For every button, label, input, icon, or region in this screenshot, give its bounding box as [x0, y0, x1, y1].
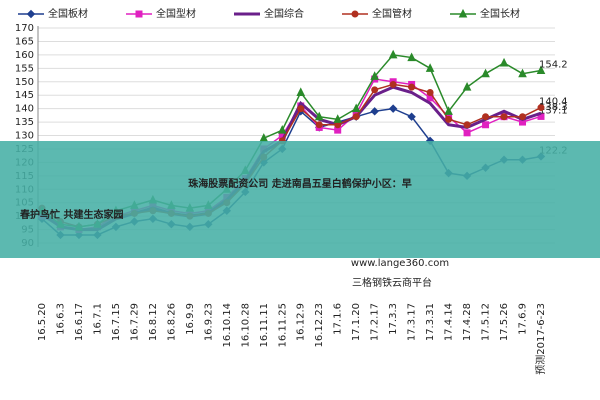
- point: [519, 113, 527, 121]
- point: [370, 107, 379, 116]
- point: [463, 129, 471, 137]
- legend-item: 全国综合: [234, 7, 304, 20]
- x-tick-label: 16.9.23: [203, 303, 214, 341]
- point: [296, 87, 306, 96]
- x-tick-label: 17.5.12: [481, 303, 492, 341]
- point: [482, 113, 490, 121]
- point: [536, 65, 546, 74]
- point: [388, 49, 398, 59]
- y-tick-label: 140: [15, 104, 34, 115]
- x-tick-label: 16.8.26: [166, 303, 177, 341]
- x-tick-label: 17.1.20: [351, 303, 362, 341]
- legend-label: 全国综合: [264, 7, 304, 20]
- x-tick-label: 16.12.9: [296, 303, 307, 341]
- x-tick-label: 17.4.28: [462, 303, 473, 341]
- x-tick-label: 16.6.3: [55, 303, 66, 335]
- y-tick-label: 160: [15, 50, 34, 61]
- value-label: 138.3: [539, 102, 568, 113]
- point: [499, 57, 509, 67]
- legend-item: 全国板材: [18, 7, 88, 20]
- watermark: 三格钢铁云商平台: [352, 276, 432, 289]
- x-tick-label: 17.3.3: [388, 303, 399, 335]
- point: [425, 63, 435, 72]
- x-tick-label: 17.1.6: [333, 303, 344, 335]
- x-tick-label: 17.4.14: [444, 303, 455, 341]
- legend-label: 全国板材: [48, 7, 88, 20]
- point: [389, 80, 397, 88]
- x-tick-label: 17.2.17: [370, 303, 381, 341]
- x-tick-label: 16.7.29: [129, 303, 140, 341]
- point: [458, 8, 468, 18]
- legend-label: 全国长材: [480, 7, 520, 20]
- point: [333, 114, 343, 123]
- point: [297, 105, 305, 113]
- x-tick-label: 17.5.26: [499, 303, 510, 341]
- point: [537, 104, 545, 112]
- value-label: 140.4: [539, 97, 568, 108]
- y-tick-label: 130: [15, 131, 34, 142]
- point: [408, 83, 416, 91]
- x-tick-label: 16.12.23: [314, 303, 325, 348]
- x-tick-label: 16.7.15: [111, 303, 122, 341]
- point: [445, 115, 453, 123]
- legend-label: 全国管材: [372, 7, 412, 20]
- point: [407, 112, 416, 121]
- x-tick-label: 16.6.17: [74, 303, 85, 341]
- x-tick-label: 17.6.9: [518, 303, 529, 335]
- point: [407, 52, 416, 62]
- point: [370, 71, 379, 80]
- point: [315, 121, 323, 129]
- x-tick-label: 17.3.31: [425, 303, 436, 341]
- point: [371, 86, 379, 94]
- point: [351, 103, 361, 113]
- point: [351, 10, 359, 18]
- point: [462, 82, 472, 91]
- legend-label: 全国型材: [156, 7, 196, 20]
- x-tick-label: 16.11.11: [259, 303, 270, 348]
- legend-item: 全国长材: [450, 7, 520, 20]
- legend-item: 全国型材: [126, 7, 196, 20]
- point: [482, 121, 490, 129]
- y-tick-label: 170: [15, 23, 34, 34]
- x-tick-label: 16.5.20: [37, 303, 48, 341]
- watermark: www.lange360.com: [351, 258, 449, 269]
- point: [426, 89, 434, 96]
- point: [500, 113, 508, 121]
- point: [26, 9, 36, 19]
- x-tick-label: 16.9.9: [185, 303, 196, 335]
- x-tick-label: 16.7.1: [92, 303, 103, 335]
- value-label: 137.1: [539, 105, 568, 116]
- y-tick-label: 135: [15, 117, 34, 128]
- x-tick-label: 17.3.17: [407, 303, 418, 341]
- legend-item: 全国管材: [342, 7, 412, 20]
- point: [481, 68, 490, 78]
- point: [463, 121, 471, 129]
- point: [135, 10, 143, 18]
- overlay-text: 春护鸟忙 共建生态家园: [20, 208, 123, 221]
- point: [314, 111, 324, 121]
- overlay-banner: [0, 141, 600, 258]
- point: [518, 68, 527, 78]
- point: [388, 104, 398, 113]
- y-tick-label: 150: [15, 77, 34, 88]
- y-tick-label: 155: [15, 63, 34, 74]
- y-tick-label: 165: [15, 36, 34, 47]
- x-tick-label: 16.10.28: [240, 303, 251, 348]
- x-tick-label: 16.11.25: [277, 303, 288, 348]
- point: [444, 106, 453, 115]
- point: [277, 125, 287, 134]
- y-tick-label: 145: [15, 90, 34, 101]
- x-tick-label: 预测2017-6-23: [534, 303, 547, 375]
- x-tick-label: 16.8.12: [148, 303, 159, 341]
- point: [352, 113, 360, 121]
- overlay-text: 珠海股票配资公司 走进南昌五星白鹤保护小区：早: [188, 177, 411, 190]
- x-tick-label: 16.10.14: [222, 303, 233, 348]
- value-label: 154.2: [539, 59, 568, 70]
